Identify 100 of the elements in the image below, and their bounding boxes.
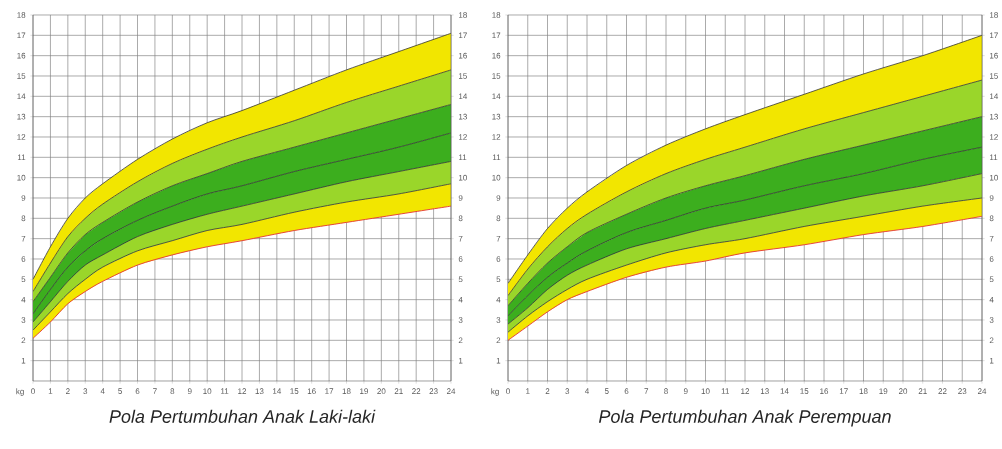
y2-tick-label: 14 — [989, 93, 999, 100]
y-tick-label: 2 — [496, 337, 501, 344]
y2-tick-label: 18 — [989, 12, 998, 18]
x-tick-label: 6 — [135, 388, 140, 395]
y-tick-label: 3 — [496, 317, 501, 323]
y-tick-label: 7 — [496, 235, 501, 242]
x-tick-label: 13 — [255, 388, 264, 395]
y2-tick-label: 4 — [989, 296, 994, 303]
y2-tick-label: 10 — [459, 174, 467, 181]
x-tick-label: 15 — [800, 388, 809, 394]
y2-tick-label: 14 — [459, 93, 468, 100]
y2-tick-label: 6 — [989, 256, 994, 262]
x-tick-label: 17 — [839, 388, 848, 394]
y2-tick-label: 1 — [459, 357, 463, 364]
y2-tick-label: 3 — [458, 317, 463, 323]
y-tick-label: 11 — [17, 154, 26, 161]
x-tick-label: 16 — [307, 388, 316, 395]
y-tick-label: 13 — [492, 113, 501, 120]
x-tick-label: 9 — [187, 388, 192, 395]
y2-tick-label: 11 — [459, 154, 467, 161]
y2-tick-label: 12 — [459, 134, 467, 140]
y-tick-label: 9 — [496, 195, 501, 201]
x-tick-label: 23 — [958, 388, 967, 395]
x-tick-label: 16 — [820, 388, 829, 395]
x-tick-label: 18 — [859, 388, 868, 395]
y2-tick-label: 18 — [459, 12, 467, 18]
y2-tick-label: 2 — [458, 337, 463, 344]
x-tick-label: 10 — [701, 388, 710, 395]
x-tick-label: 20 — [377, 388, 386, 395]
y2-tick-label: 8 — [989, 215, 994, 222]
x-tick-label: 18 — [342, 388, 351, 395]
y-axis-title: kg — [16, 388, 24, 396]
x-tick-label: 3 — [565, 388, 570, 395]
y2-tick-label: 13 — [989, 113, 998, 120]
y-tick-label: 16 — [17, 52, 26, 59]
y-tick-label: 4 — [21, 296, 26, 303]
y-tick-label: 17 — [17, 32, 26, 39]
x-tick-label: 7 — [644, 388, 649, 394]
x-tick-label: 20 — [898, 388, 908, 395]
y-tick-label: 5 — [496, 276, 501, 283]
x-tick-label: 22 — [938, 388, 947, 394]
x-tick-label: 14 — [780, 388, 789, 394]
x-tick-label: 9 — [683, 388, 688, 395]
x-tick-label: 10 — [203, 388, 212, 395]
x-tick-label: 22 — [412, 388, 421, 394]
text: Pola Pertumbuhan Anak Perempuan — [598, 409, 891, 427]
x-tick-label: 4 — [100, 388, 105, 394]
y-tick-label: 3 — [21, 317, 26, 323]
x-tick-label: 12 — [741, 388, 750, 394]
y2-tick-label: 12 — [989, 134, 998, 140]
y2-tick-label: 11 — [989, 154, 998, 161]
x-tick-label: 17 — [325, 388, 334, 394]
y2-tick-label: 5 — [458, 276, 463, 283]
y-tick-label: 1 — [496, 357, 501, 364]
y2-tick-label: 15 — [989, 73, 998, 79]
y2-tick-label: 3 — [989, 317, 994, 323]
x-tick-label: 5 — [118, 388, 122, 394]
x-tick-label: 5 — [604, 388, 609, 394]
y-axis-title: kg — [491, 388, 499, 396]
x-tick-label: 8 — [664, 388, 668, 395]
y2-tick-label: 9 — [458, 195, 463, 201]
x-tick-label: 15 — [290, 388, 299, 394]
y-tick-label: 8 — [496, 215, 501, 222]
y-tick-label: 7 — [21, 235, 26, 242]
x-tick-label: 13 — [760, 388, 769, 395]
x-tick-label: 4 — [584, 388, 590, 394]
x-tick-label: 24 — [446, 388, 456, 394]
y2-tick-label: 4 — [458, 296, 463, 303]
y-tick-label: 15 — [492, 73, 501, 79]
y-tick-label: 10 — [17, 174, 26, 181]
x-tick-label: 2 — [66, 388, 70, 394]
y-tick-label: 13 — [17, 113, 26, 120]
y-tick-label: 10 — [492, 174, 501, 181]
y2-tick-label: 16 — [459, 52, 467, 59]
y-tick-label: 2 — [21, 337, 26, 344]
y-tick-label: 18 — [17, 12, 26, 18]
x-tick-label: 19 — [879, 388, 888, 395]
y-tick-label: 15 — [17, 73, 26, 79]
y2-tick-label: 2 — [989, 337, 994, 344]
y-tick-label: 6 — [496, 256, 501, 262]
y-tick-label: 9 — [21, 195, 26, 201]
y2-tick-label: 17 — [459, 32, 467, 39]
y2-tick-label: 15 — [459, 73, 467, 79]
y2-tick-label: 8 — [458, 215, 463, 222]
y2-tick-label: 16 — [989, 52, 998, 59]
x-tick-label: 11 — [721, 388, 730, 394]
x-tick-label: 0 — [506, 388, 510, 395]
x-tick-label: 0 — [31, 388, 35, 395]
y-tick-label: 5 — [21, 276, 26, 283]
y2-tick-label: 7 — [989, 235, 994, 242]
x-tick-label: 8 — [170, 388, 175, 395]
x-tick-label: 2 — [545, 388, 550, 394]
y-tick-label: 1 — [21, 357, 26, 364]
y-tick-label: 12 — [492, 134, 501, 140]
y-tick-label: 18 — [492, 12, 501, 18]
y2-tick-label: 5 — [989, 276, 994, 283]
y-tick-label: 14 — [492, 93, 501, 100]
y-tick-label: 16 — [492, 52, 501, 59]
y2-tick-label: 9 — [989, 195, 994, 201]
y-tick-label: 12 — [17, 134, 26, 140]
